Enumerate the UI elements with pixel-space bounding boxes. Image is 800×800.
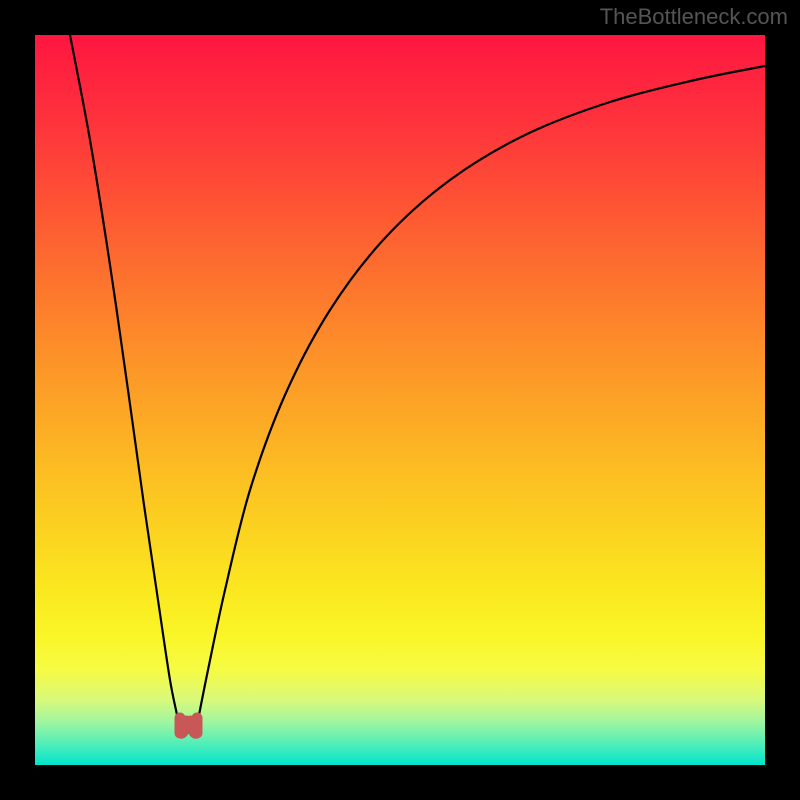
bottleneck-curve-chart bbox=[0, 0, 800, 800]
plot-background bbox=[35, 35, 765, 765]
dip-marker bbox=[180, 718, 197, 733]
chart-container: TheBottleneck.com bbox=[0, 0, 800, 800]
attribution-text: TheBottleneck.com bbox=[600, 4, 788, 30]
